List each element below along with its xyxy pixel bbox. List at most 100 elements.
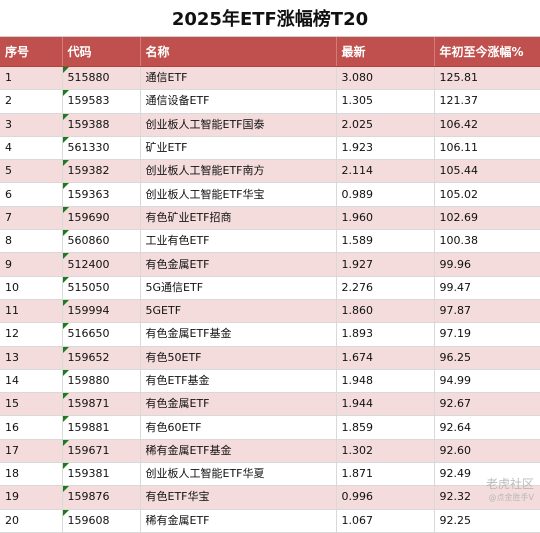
table-row[interactable]: 7 159690 有色矿业ETF招商 1.960 102.69 bbox=[0, 206, 540, 231]
cell-latest[interactable]: 1.302 bbox=[336, 439, 435, 464]
cell-ytd-change[interactable]: 105.02 bbox=[434, 182, 540, 207]
cell-latest[interactable]: 1.923 bbox=[336, 136, 435, 161]
cell-code[interactable]: 159880 bbox=[62, 369, 141, 394]
table-row[interactable]: 8 560860 工业有色ETF 1.589 100.38 bbox=[0, 229, 540, 254]
cell-ytd-change[interactable]: 92.60 bbox=[434, 439, 540, 464]
cell-name[interactable]: 有色金属ETF bbox=[140, 252, 337, 277]
cell-ytd-change[interactable]: 92.67 bbox=[434, 392, 540, 417]
cell-code[interactable]: 159382 bbox=[62, 159, 141, 184]
cell-name[interactable]: 工业有色ETF bbox=[140, 229, 337, 254]
cell-name[interactable]: 有色60ETF bbox=[140, 415, 337, 440]
table-row[interactable]: 4 561330 矿业ETF 1.923 106.11 bbox=[0, 136, 540, 161]
cell-ytd-change[interactable]: 99.96 bbox=[434, 252, 540, 277]
cell-code[interactable]: 159363 bbox=[62, 182, 141, 207]
cell-ytd-change[interactable]: 102.69 bbox=[434, 206, 540, 231]
cell-ytd-change[interactable]: 92.49 bbox=[434, 462, 540, 487]
cell-name[interactable]: 5G通信ETF bbox=[140, 276, 337, 300]
cell-rank[interactable]: 5 bbox=[0, 159, 63, 184]
table-row[interactable]: 12 516650 有色金属ETF基金 1.893 97.19 bbox=[0, 322, 540, 347]
cell-name[interactable]: 创业板人工智能ETF华宝 bbox=[140, 182, 337, 207]
cell-rank[interactable]: 11 bbox=[0, 299, 63, 324]
cell-rank[interactable]: 20 bbox=[0, 509, 63, 533]
cell-latest[interactable]: 1.893 bbox=[336, 322, 435, 347]
cell-latest[interactable]: 1.860 bbox=[336, 299, 435, 324]
cell-name[interactable]: 有色ETF基金 bbox=[140, 369, 337, 394]
cell-latest[interactable]: 1.859 bbox=[336, 415, 435, 440]
cell-name[interactable]: 稀有金属ETF基金 bbox=[140, 439, 337, 464]
cell-latest[interactable]: 3.080 bbox=[336, 66, 435, 91]
cell-name[interactable]: 5GETF bbox=[140, 299, 337, 324]
cell-ytd-change[interactable]: 97.87 bbox=[434, 299, 540, 324]
table-row[interactable]: 20 159608 稀有金属ETF 1.067 92.25 bbox=[0, 509, 540, 533]
cell-ytd-change[interactable]: 99.47 bbox=[434, 276, 540, 300]
header-rank[interactable]: 序号 bbox=[0, 37, 63, 67]
cell-latest[interactable]: 1.067 bbox=[336, 509, 435, 533]
table-row[interactable]: 13 159652 有色50ETF 1.674 96.25 bbox=[0, 346, 540, 370]
cell-code[interactable]: 560860 bbox=[62, 229, 141, 254]
table-row[interactable]: 9 512400 有色金属ETF 1.927 99.96 bbox=[0, 252, 540, 277]
cell-code[interactable]: 515880 bbox=[62, 66, 141, 91]
table-row[interactable]: 1 515880 通信ETF 3.080 125.81 bbox=[0, 66, 540, 91]
cell-ytd-change[interactable]: 125.81 bbox=[434, 66, 540, 91]
cell-ytd-change[interactable]: 100.38 bbox=[434, 229, 540, 254]
cell-latest[interactable]: 2.025 bbox=[336, 113, 435, 137]
header-latest[interactable]: 最新 bbox=[336, 37, 435, 67]
cell-name[interactable]: 有色金属ETF基金 bbox=[140, 322, 337, 347]
cell-latest[interactable]: 1.305 bbox=[336, 89, 435, 114]
cell-code[interactable]: 159690 bbox=[62, 206, 141, 231]
cell-ytd-change[interactable]: 97.19 bbox=[434, 322, 540, 347]
cell-code[interactable]: 159994 bbox=[62, 299, 141, 324]
cell-name[interactable]: 创业板人工智能ETF国泰 bbox=[140, 113, 337, 137]
cell-latest[interactable]: 1.871 bbox=[336, 462, 435, 487]
cell-rank[interactable]: 16 bbox=[0, 415, 63, 440]
cell-code[interactable]: 159876 bbox=[62, 485, 141, 510]
table-row[interactable]: 3 159388 创业板人工智能ETF国泰 2.025 106.42 bbox=[0, 113, 540, 137]
cell-name[interactable]: 稀有金属ETF bbox=[140, 509, 337, 533]
cell-rank[interactable]: 10 bbox=[0, 276, 63, 300]
cell-rank[interactable]: 3 bbox=[0, 113, 63, 137]
cell-code[interactable]: 159871 bbox=[62, 392, 141, 417]
cell-latest[interactable]: 0.989 bbox=[336, 182, 435, 207]
table-row[interactable]: 11 159994 5GETF 1.860 97.87 bbox=[0, 299, 540, 324]
cell-code[interactable]: 159381 bbox=[62, 462, 141, 487]
cell-latest[interactable]: 1.674 bbox=[336, 346, 435, 370]
cell-code[interactable]: 159583 bbox=[62, 89, 141, 114]
cell-latest[interactable]: 0.996 bbox=[336, 485, 435, 510]
cell-ytd-change[interactable]: 92.25 bbox=[434, 509, 540, 533]
cell-name[interactable]: 矿业ETF bbox=[140, 136, 337, 161]
table-row[interactable]: 15 159871 有色金属ETF 1.944 92.67 bbox=[0, 392, 540, 417]
cell-rank[interactable]: 19 bbox=[0, 485, 63, 510]
table-row[interactable]: 16 159881 有色60ETF 1.859 92.64 bbox=[0, 415, 540, 440]
cell-latest[interactable]: 2.114 bbox=[336, 159, 435, 184]
cell-rank[interactable]: 7 bbox=[0, 206, 63, 231]
cell-rank[interactable]: 4 bbox=[0, 136, 63, 161]
table-row[interactable]: 5 159382 创业板人工智能ETF南方 2.114 105.44 bbox=[0, 159, 540, 184]
cell-latest[interactable]: 2.276 bbox=[336, 276, 435, 300]
cell-ytd-change[interactable]: 121.37 bbox=[434, 89, 540, 114]
cell-ytd-change[interactable]: 105.44 bbox=[434, 159, 540, 184]
cell-code[interactable]: 515050 bbox=[62, 276, 141, 300]
header-name[interactable]: 名称 bbox=[140, 37, 337, 67]
table-row[interactable]: 17 159671 稀有金属ETF基金 1.302 92.60 bbox=[0, 439, 540, 464]
cell-rank[interactable]: 12 bbox=[0, 322, 63, 347]
cell-rank[interactable]: 15 bbox=[0, 392, 63, 417]
cell-code[interactable]: 159652 bbox=[62, 346, 141, 370]
cell-name[interactable]: 通信设备ETF bbox=[140, 89, 337, 114]
cell-name[interactable]: 创业板人工智能ETF华夏 bbox=[140, 462, 337, 487]
cell-rank[interactable]: 9 bbox=[0, 252, 63, 277]
table-row[interactable]: 6 159363 创业板人工智能ETF华宝 0.989 105.02 bbox=[0, 182, 540, 207]
cell-code[interactable]: 159388 bbox=[62, 113, 141, 137]
cell-ytd-change[interactable]: 106.11 bbox=[434, 136, 540, 161]
cell-rank[interactable]: 6 bbox=[0, 182, 63, 207]
table-row[interactable]: 2 159583 通信设备ETF 1.305 121.37 bbox=[0, 89, 540, 114]
cell-ytd-change[interactable]: 92.64 bbox=[434, 415, 540, 440]
cell-rank[interactable]: 14 bbox=[0, 369, 63, 394]
cell-rank[interactable]: 13 bbox=[0, 346, 63, 370]
cell-latest[interactable]: 1.948 bbox=[336, 369, 435, 394]
cell-code[interactable]: 516650 bbox=[62, 322, 141, 347]
cell-rank[interactable]: 1 bbox=[0, 66, 63, 91]
cell-name[interactable]: 有色ETF华宝 bbox=[140, 485, 337, 510]
cell-rank[interactable]: 2 bbox=[0, 89, 63, 114]
cell-rank[interactable]: 17 bbox=[0, 439, 63, 464]
cell-code[interactable]: 159881 bbox=[62, 415, 141, 440]
